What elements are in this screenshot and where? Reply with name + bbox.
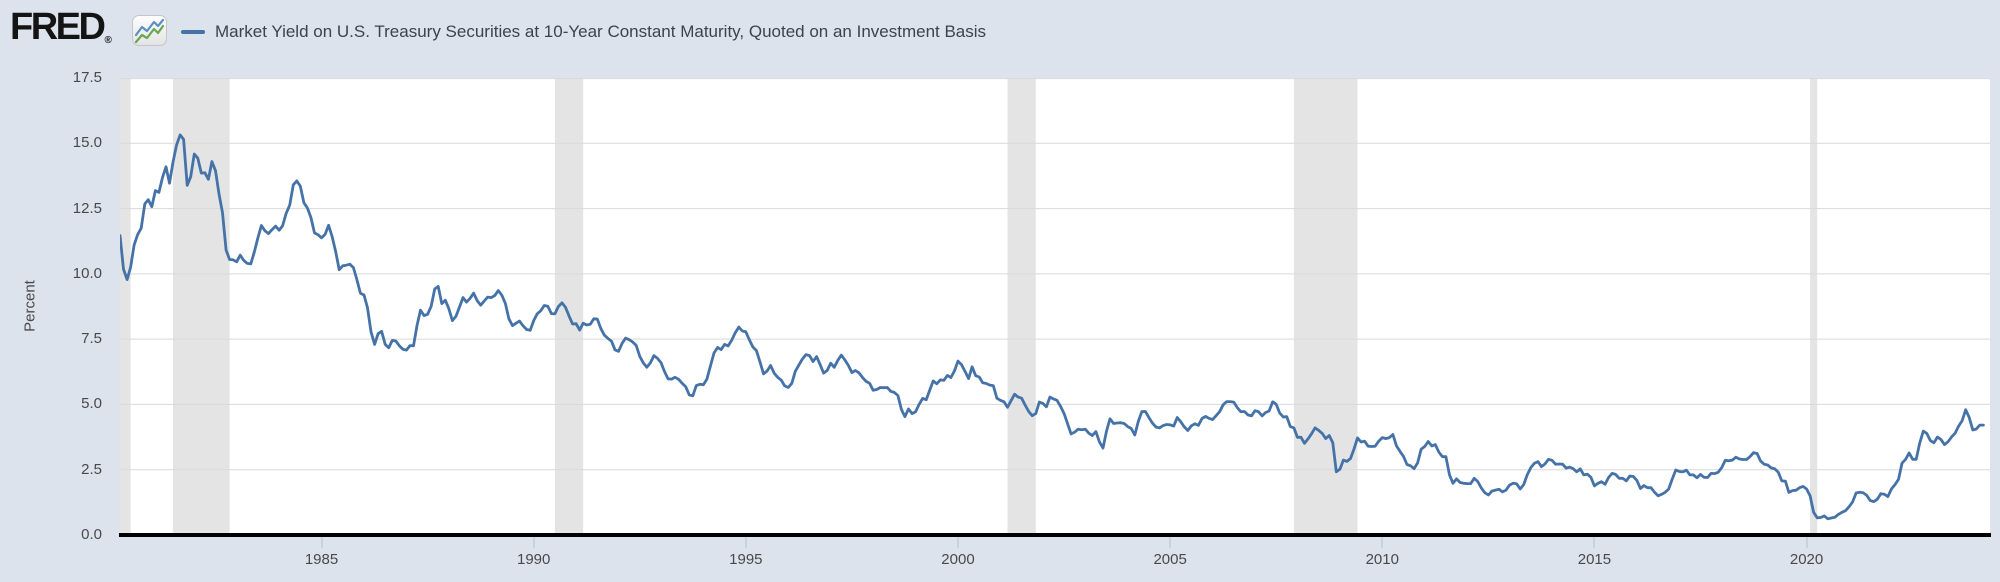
legend-line-marker: [181, 30, 205, 34]
x-axis-tick-label: 1985: [304, 551, 339, 568]
x-axis-tick-label: 2020: [1789, 551, 1824, 568]
fred-wordmark: FRED: [10, 6, 106, 48]
x-axis-tick-label: 2010: [1365, 551, 1399, 568]
x-axis-line: [119, 533, 1991, 537]
legend-series-label[interactable]: Market Yield on U.S. Treasury Securities…: [215, 22, 987, 41]
chart-svg[interactable]: [120, 78, 1990, 535]
x-axis-tick-mark: [744, 537, 747, 548]
recession-band: [1293, 78, 1358, 535]
x-axis-tick-mark: [1593, 537, 1596, 548]
y-axis-tick-label: 10.0: [72, 264, 102, 282]
x-axis-tick-label: 2005: [1153, 551, 1187, 568]
y-axis-tick-label: 15.0: [72, 134, 102, 152]
recession-band: [120, 78, 131, 535]
x-axis-tick-label: 2000: [941, 551, 975, 568]
legend: Market Yield on U.S. Treasury Securities…: [181, 18, 986, 46]
x-axis-tick-label: 2015: [1577, 551, 1612, 568]
x-axis-tick-mark: [1169, 537, 1172, 548]
recession-band: [1007, 78, 1036, 535]
x-axis-tick-mark: [320, 537, 323, 548]
y-axis-tick-label: 5.0: [81, 395, 102, 413]
fred-logo[interactable]: FRED®: [10, 6, 112, 49]
x-axis-tick-label: 1990: [517, 551, 551, 568]
plot-area[interactable]: [120, 78, 1990, 535]
x-axis-tick-mark: [1381, 537, 1384, 548]
y-axis-tick-label: 12.5: [72, 199, 102, 217]
x-axis-tick-mark: [532, 537, 535, 548]
recession-band: [173, 78, 230, 535]
y-axis-tick-label: 17.5: [72, 69, 102, 86]
x-axis-tick-mark: [956, 537, 959, 548]
registered-trademark: ®: [104, 35, 112, 46]
x-axis-tick-mark: [1805, 537, 1808, 548]
line-chart-icon: [132, 15, 167, 46]
y-axis-tick-label: 7.5: [81, 330, 102, 348]
y-axis-tick-label: 2.5: [81, 460, 102, 478]
x-axis-tick-label: 1995: [729, 551, 763, 568]
recession-band: [1810, 78, 1818, 535]
y-axis-tick-label: 0.0: [81, 526, 102, 543]
yield-line-series: [120, 133, 1985, 521]
y-axis-title: Percent: [21, 280, 39, 332]
